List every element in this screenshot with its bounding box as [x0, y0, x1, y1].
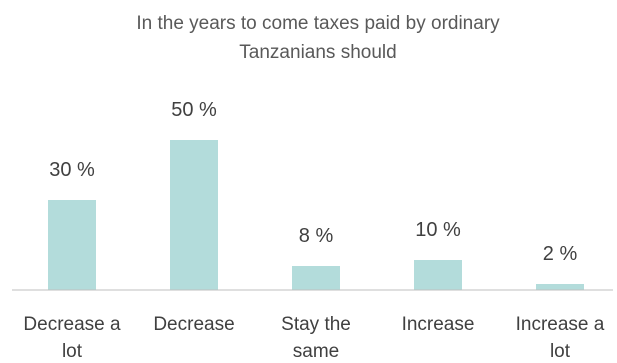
bar-5 [536, 284, 584, 290]
data-label-2: 50 % [171, 99, 217, 121]
category-label-5-line-1: Increase a [516, 314, 605, 335]
bar-1 [48, 200, 96, 290]
data-label-5: 2 % [543, 243, 578, 265]
bar-2 [170, 140, 218, 290]
category-labels-group: Decrease a lot Decrease Stay the same Increas… [23, 314, 604, 362]
data-label-4: 10 % [415, 219, 461, 241]
category-label-1-line-1: Decrease a [23, 314, 121, 335]
bar-4 [414, 260, 462, 290]
chart-title-line-2: Tanzanians should [239, 42, 396, 63]
data-label-3: 8 % [299, 225, 334, 247]
category-label-3-line-2: same [293, 341, 339, 362]
category-label-3-line-1: Stay the [281, 314, 351, 335]
category-label-1-line-2: lot [62, 341, 83, 362]
category-label-5-line-2: lot [550, 341, 571, 362]
category-label-2: Decrease [153, 314, 234, 335]
category-label-4: Increase [402, 314, 475, 335]
data-labels-group: 30 % 50 % 8 % 10 % 2 % [49, 99, 577, 265]
data-label-1: 30 % [49, 159, 95, 181]
bar-3 [292, 266, 340, 290]
bars-group [48, 140, 584, 290]
chart-title-line-1: In the years to come taxes paid by ordin… [136, 13, 500, 34]
